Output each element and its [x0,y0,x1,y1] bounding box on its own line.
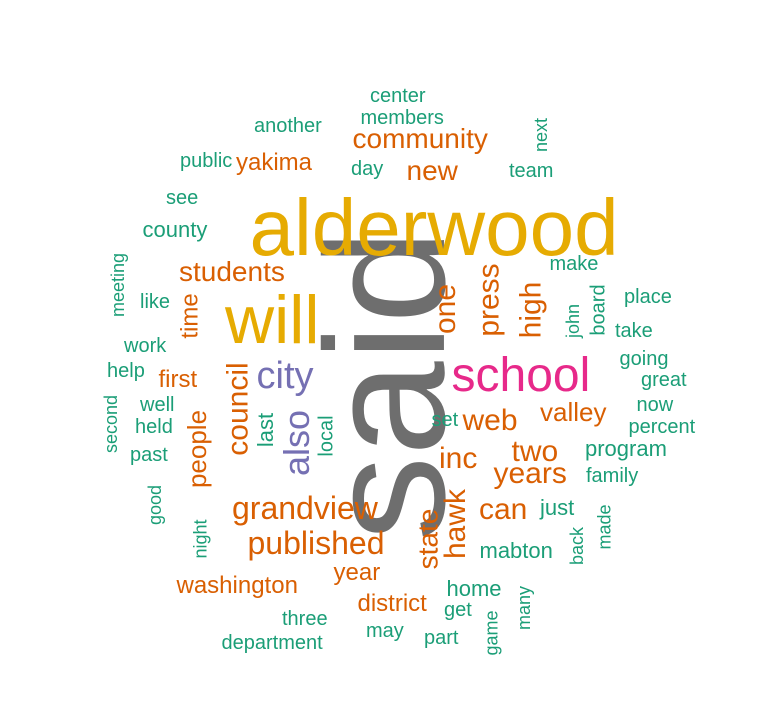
word-local: local [315,415,338,457]
word-center: center [370,85,426,107]
word-day: day [351,158,384,180]
word-work: work [124,335,167,357]
word-may: may [366,620,404,642]
word-valley: valley [540,397,607,427]
word-students: students [179,256,285,287]
word-night: night [190,519,211,559]
word-two: two [511,435,559,468]
word-board: board [587,284,610,336]
word-high: high [513,281,547,339]
word-going: going [619,348,669,370]
word-many: many [514,585,535,631]
word-washington: washington [176,572,298,599]
word-john: john [563,303,584,339]
word-people: people [182,409,213,489]
word-percent: percent [628,416,696,438]
word-well: well [140,394,175,416]
word-department: department [221,632,323,654]
word-first: first [158,366,198,393]
word-take: take [615,320,653,342]
word-state: state [411,508,443,570]
word-three: three [282,608,328,630]
word-make: make [549,253,599,275]
word-team: team [509,160,554,182]
word-program: program [585,436,667,461]
word-council: council [221,362,255,456]
word-made: made [594,504,615,550]
word-hawk: hawk [439,488,473,560]
word-school: school [451,349,591,402]
word-like: like [140,291,171,313]
word-set: set [431,409,459,431]
word-another: another [254,115,322,137]
word-will: will [225,282,320,358]
word-inc: inc [439,442,478,475]
word-public: public [180,150,233,172]
word-family: family [586,465,639,487]
word-time: time [176,293,204,339]
word-city: city [256,355,314,397]
word-published: published [247,525,385,561]
word-game: game [481,610,502,656]
word-yakima: yakima [236,149,313,176]
word-back: back [567,526,588,566]
word-year: year [333,559,381,586]
word-district: district [357,590,427,617]
word-just: just [540,495,575,520]
word-grandview: grandview [232,490,378,526]
word-also: also [276,409,318,477]
word-press: press [472,263,506,337]
word-get: get [444,599,472,621]
word-great: great [641,369,687,391]
word-meeting: meeting [108,252,129,318]
word-can: can [479,493,528,526]
word-mabton: mabton [479,538,553,563]
word-alderwood: alderwood [249,183,619,272]
word-second: second [101,394,122,454]
word-community: community [352,123,488,154]
word-years: years [493,457,567,490]
word-good: good [145,484,166,526]
word-home: home [446,576,502,601]
word-last: last [253,412,279,448]
word-web: web [462,404,518,437]
word-past: past [130,444,168,466]
word-county: county [142,217,208,242]
word-held: held [135,416,173,438]
word-now: now [636,394,674,416]
word-new: new [406,155,458,186]
word-place: place [624,286,672,308]
word-one: one [429,283,463,335]
word-members: members [360,107,444,129]
word-help: help [107,360,145,382]
word-next: next [531,117,552,153]
word-see: see [166,187,199,209]
word-part: part [424,627,459,649]
